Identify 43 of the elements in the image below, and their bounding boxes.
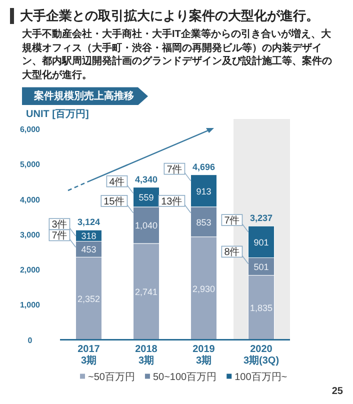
total-label: 3,124 [77, 217, 100, 228]
y-tick-label: 5,000 [20, 160, 41, 170]
data-label: 2,930 [192, 284, 216, 294]
x-tick-label: 2017 3期 [78, 344, 100, 366]
data-label: 2,741 [134, 287, 158, 298]
annotation: 8件 [224, 247, 240, 258]
data-label: 1,835 [250, 303, 273, 314]
annotation: 3件 [52, 220, 68, 231]
legend-label: 100百万円~ [234, 372, 288, 383]
total-label: 4,696 [192, 162, 216, 172]
data-label: 453 [81, 244, 96, 255]
x-tick-label: 2020 3期(3Q) [243, 344, 280, 366]
data-label: 1,040 [134, 220, 158, 231]
total-label: 4,340 [134, 174, 158, 185]
data-label: 913 [196, 186, 212, 197]
y-tick-label: 2,000 [20, 266, 41, 275]
data-label: 2,352 [77, 294, 100, 304]
chart-subtitle: 大手不動産会社・大手商社・大手IT企業等からの引き合いが増え、大規模オフィス（大手町・渋谷・福岡の再開発ビル等）の内装デザイン、都内駅周辺開発計画のグランドデザイン及び設計施工等、案件の大型化が進行。 [22, 28, 333, 82]
annotation: 7件 [224, 216, 240, 227]
legend-label: ~50百万円 [88, 372, 135, 383]
y-axis-title: UNIT [百万円] [26, 109, 89, 120]
data-label: 853 [196, 218, 212, 228]
chart-title: 大手企業との取引拡大により案件の大型化が進行。 [10, 8, 343, 24]
y-tick-label: 0 [28, 336, 33, 345]
data-label: 318 [81, 231, 96, 242]
y-tick-label: 3,000 [20, 230, 41, 240]
x-tick-label: 2019 3期 [192, 344, 216, 366]
annotation: 7件 [52, 230, 68, 242]
text: 案件規模別売上高推移 [22, 87, 148, 106]
total-label: 3,237 [250, 213, 273, 224]
legend-label: 50~100百万円 [152, 372, 217, 383]
annotation: 13件 [161, 196, 182, 208]
annotation: 15件 [104, 196, 125, 208]
y-tick-label: 6,000 [20, 125, 41, 134]
text: 25 [332, 386, 344, 397]
data-label: 559 [138, 192, 154, 203]
data-label: 501 [254, 262, 269, 272]
annotation: 4件 [109, 177, 125, 188]
y-tick-label: 1,000 [20, 300, 41, 310]
y-tick-label: 4,000 [20, 196, 41, 204]
data-label: 901 [254, 238, 269, 248]
x-tick-label: 2018 3期 [135, 344, 158, 366]
annotation: 7件 [166, 164, 182, 176]
